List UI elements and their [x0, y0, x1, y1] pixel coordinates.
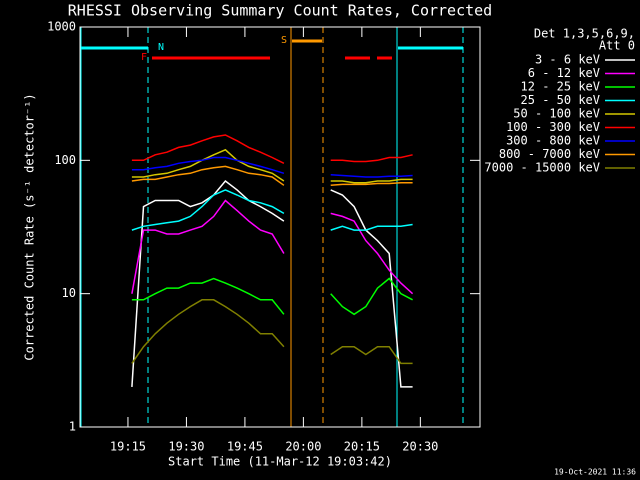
legend-label: 100 - 300 keV — [506, 120, 600, 134]
y-axis-label: Corrected Count Rate (s⁻¹ detector⁻¹) — [23, 93, 37, 360]
annotation: S — [281, 35, 287, 46]
footer: 19-Oct-2021 11:36 — [554, 468, 636, 477]
series-line — [131, 277, 413, 316]
x-tick-label: 20:30 — [402, 440, 438, 454]
y-tick-label: 1 — [69, 420, 76, 434]
series-line — [131, 179, 413, 388]
state-indicators: N F S — [80, 27, 464, 427]
series-line — [131, 199, 414, 295]
plot-frame — [79, 26, 481, 428]
legend-label: 25 - 50 keV — [521, 93, 600, 107]
series-line — [131, 189, 413, 231]
annotation: N — [158, 42, 164, 53]
series-line — [131, 165, 413, 187]
legend-label: 3 - 6 keV — [535, 53, 600, 67]
legend-label: 12 - 25 keV — [521, 80, 600, 94]
series-line — [131, 299, 413, 365]
series-line — [131, 134, 413, 164]
series-line — [131, 156, 413, 178]
x-tick-label: 19:30 — [168, 440, 204, 454]
x-tick-label: 19:45 — [227, 440, 263, 454]
x-tick-label: 19:15 — [110, 440, 146, 454]
legend-label: 300 - 800 keV — [506, 134, 600, 148]
y-tick-label: 1000 — [47, 20, 76, 34]
annotation: F — [141, 52, 147, 63]
legend-label: 6 - 12 keV — [528, 66, 600, 80]
y-tick-label: 100 — [54, 153, 76, 167]
legend-title: Att 0 — [599, 39, 635, 53]
chart-title: RHESSI Observing Summary Count Rates, Co… — [68, 2, 492, 20]
y-tick-label: 10 — [62, 286, 76, 300]
x-axis-label: Start Time (11-Mar-12 19:03:42) — [168, 455, 392, 469]
x-tick-label: 20:00 — [285, 440, 321, 454]
x-tick-label: 20:15 — [344, 440, 380, 454]
legend-title: Det 1,3,5,6,9, — [534, 27, 635, 41]
legend-label: 800 - 7000 keV — [499, 147, 600, 161]
legend-label: 50 - 100 keV — [513, 107, 600, 121]
legend-label: 7000 - 15000 keV — [484, 161, 600, 175]
series-line — [131, 148, 413, 184]
